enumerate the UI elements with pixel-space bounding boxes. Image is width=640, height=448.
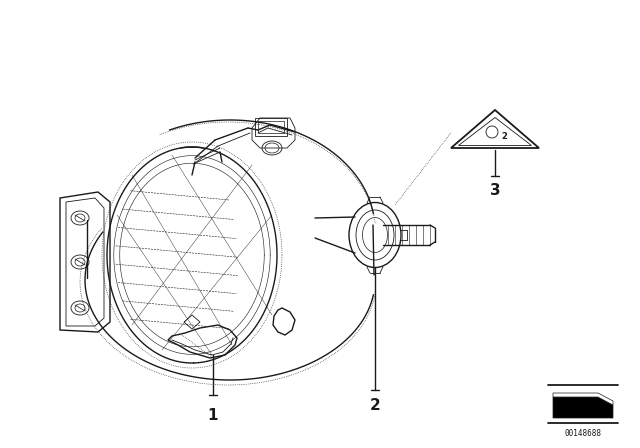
Text: 3: 3 bbox=[490, 183, 500, 198]
Text: 00148688: 00148688 bbox=[564, 429, 602, 438]
Text: 2: 2 bbox=[501, 132, 507, 141]
Text: 1: 1 bbox=[208, 408, 218, 423]
Polygon shape bbox=[553, 393, 613, 405]
Bar bbox=[255, 118, 287, 136]
Text: 2: 2 bbox=[370, 398, 380, 413]
Bar bbox=[258, 121, 284, 133]
Polygon shape bbox=[553, 397, 613, 418]
